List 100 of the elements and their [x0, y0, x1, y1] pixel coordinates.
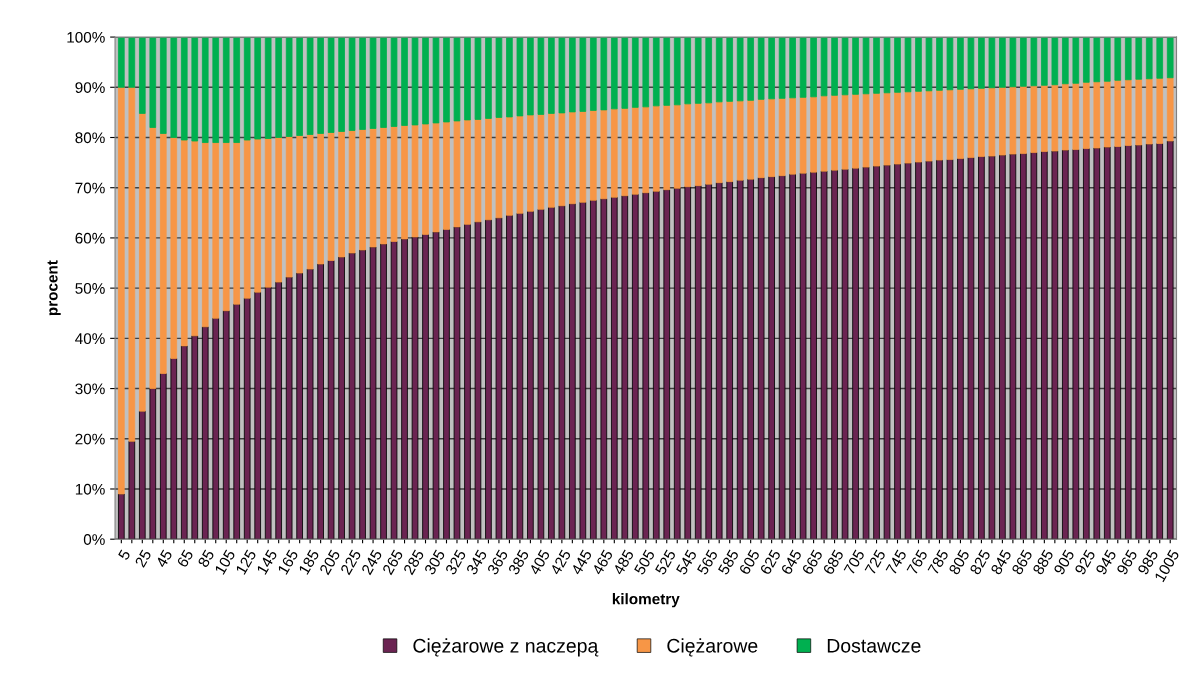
x-tick-label: 705	[843, 548, 865, 576]
bar	[957, 158, 964, 540]
bar	[359, 129, 366, 251]
bar	[747, 99, 754, 180]
bar	[1020, 85, 1027, 154]
bar	[254, 138, 261, 293]
bar	[527, 114, 534, 212]
bar	[852, 167, 859, 540]
bar	[443, 37, 450, 123]
bar	[757, 177, 765, 540]
bar	[1135, 78, 1143, 146]
bar	[1030, 37, 1038, 87]
bar	[925, 160, 933, 540]
bar	[936, 159, 943, 540]
bar	[380, 37, 387, 128]
bar	[694, 102, 702, 187]
bar	[611, 37, 618, 110]
bar	[1041, 84, 1048, 152]
x-tick-label: 45	[155, 549, 173, 569]
bar	[642, 106, 650, 194]
bar	[873, 92, 880, 167]
bar	[548, 37, 555, 114]
bar	[967, 88, 975, 158]
bar	[516, 37, 524, 117]
bar	[495, 116, 503, 219]
bar	[506, 116, 513, 216]
bar	[978, 87, 985, 157]
bar	[757, 37, 765, 100]
bar	[1020, 153, 1027, 540]
bar	[673, 104, 681, 189]
bar	[139, 410, 146, 540]
bar	[810, 96, 817, 173]
bar	[579, 201, 587, 540]
bar	[1083, 148, 1090, 540]
x-tick-label: 785	[927, 548, 949, 576]
bar	[380, 243, 387, 540]
bar	[631, 193, 639, 540]
y-tick-label: 60%	[75, 232, 105, 244]
bar	[1124, 79, 1132, 146]
x-tick-label: 225	[340, 548, 362, 576]
bar	[1156, 77, 1164, 144]
bar	[1030, 85, 1038, 153]
bar	[1083, 37, 1090, 83]
bar	[485, 37, 492, 119]
y-axis-title: procent	[47, 260, 61, 316]
y-tick-label: 40%	[75, 333, 105, 345]
x-tick-label: 65	[176, 548, 194, 568]
x-tick-label: 25	[134, 548, 152, 568]
bar	[1051, 37, 1059, 86]
bar	[904, 37, 912, 93]
bar	[1145, 78, 1153, 145]
bar	[411, 124, 419, 238]
bar	[380, 127, 387, 245]
bar	[925, 90, 933, 162]
bar	[201, 37, 209, 143]
bar	[233, 142, 241, 305]
x-tick-label: 745	[885, 549, 907, 576]
bar	[464, 119, 471, 225]
bar	[988, 87, 996, 157]
bar	[999, 86, 1006, 156]
bar	[191, 140, 199, 337]
bar	[621, 195, 629, 540]
bar	[1041, 151, 1048, 540]
bar	[1083, 81, 1090, 149]
bar	[569, 111, 576, 205]
bar	[432, 122, 440, 233]
bar	[254, 291, 261, 540]
bar	[369, 246, 377, 540]
bar	[506, 37, 513, 118]
bar	[306, 37, 314, 135]
bar	[1072, 82, 1080, 150]
bar	[201, 142, 209, 328]
bar	[1093, 81, 1101, 149]
bar	[705, 102, 713, 185]
bar	[296, 135, 303, 274]
bar	[778, 97, 786, 177]
bar	[778, 175, 786, 540]
legend-label: Ciężarowe	[667, 638, 758, 657]
bar	[180, 139, 188, 347]
bar	[810, 37, 817, 98]
bar	[820, 37, 828, 97]
bar	[411, 236, 419, 540]
bar	[149, 37, 157, 128]
bar	[1051, 84, 1059, 152]
bar	[673, 187, 681, 540]
bar	[736, 100, 744, 181]
bar	[243, 139, 251, 299]
bar	[338, 131, 345, 258]
bar	[1009, 37, 1017, 88]
x-tick-label: 285	[403, 548, 425, 576]
bar	[978, 156, 985, 540]
bar	[527, 37, 534, 116]
bar	[548, 206, 555, 540]
bar	[453, 37, 461, 122]
bar	[715, 182, 723, 540]
bar	[862, 37, 870, 95]
bar	[170, 358, 178, 540]
bar	[726, 37, 733, 102]
bar	[139, 37, 146, 114]
bar	[841, 168, 849, 540]
